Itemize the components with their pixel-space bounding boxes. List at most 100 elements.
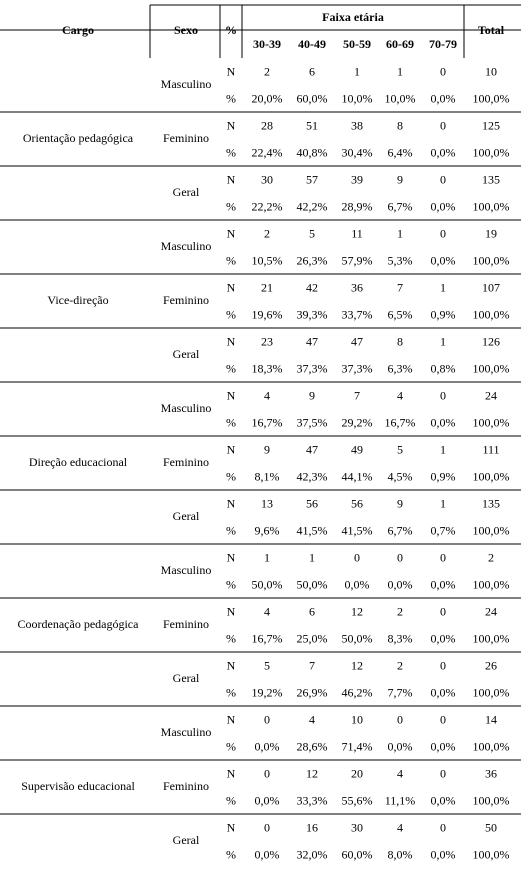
cell: 51 — [306, 118, 318, 132]
measure: N — [227, 334, 236, 348]
cell: 4 — [397, 820, 403, 834]
cell: 0,0% — [431, 793, 456, 807]
measure: N — [227, 280, 236, 294]
cell: 56 — [306, 496, 318, 510]
cell: 0,0% — [345, 577, 370, 591]
measure: % — [226, 253, 236, 267]
cell: 57 — [306, 172, 318, 186]
cell: 4 — [264, 604, 270, 618]
cell: 0,0% — [388, 577, 413, 591]
cell: 50,0% — [297, 577, 328, 591]
cell: 19,2% — [252, 685, 283, 699]
cell: 26 — [485, 658, 497, 672]
sexo: Masculino — [161, 239, 212, 253]
cell: 100,0% — [473, 847, 510, 861]
measure: N — [227, 172, 236, 186]
cell: 47 — [306, 334, 318, 348]
cell: 2 — [397, 658, 403, 672]
cell: 1 — [440, 442, 446, 456]
sexo: Geral — [173, 185, 200, 199]
cell: 8,1% — [255, 469, 280, 483]
sexo: Masculino — [161, 563, 212, 577]
cell: 12 — [306, 766, 318, 780]
cell: 30,4% — [342, 145, 373, 159]
cell: 37,3% — [297, 361, 328, 375]
measure: N — [227, 766, 236, 780]
cell: 60,0% — [297, 91, 328, 105]
measure: % — [226, 415, 236, 429]
cell: 19 — [485, 226, 497, 240]
header-sexo: Sexo — [174, 23, 198, 37]
header-age-range: 30-39 — [253, 37, 281, 51]
cell: 20,0% — [252, 91, 283, 105]
cell: 0 — [440, 658, 446, 672]
header-measure: % — [225, 23, 237, 37]
cell: 6 — [309, 604, 315, 618]
cell: 18,3% — [252, 361, 283, 375]
cell: 107 — [482, 280, 500, 294]
cell: 6,3% — [388, 361, 413, 375]
measure: % — [226, 739, 236, 753]
cell: 10,0% — [385, 91, 416, 105]
sexo: Masculino — [161, 401, 212, 415]
cell: 25,0% — [297, 631, 328, 645]
sexo: Geral — [173, 833, 200, 847]
cell: 0 — [397, 712, 403, 726]
cell: 0 — [264, 766, 270, 780]
cell: 100,0% — [473, 361, 510, 375]
cell: 100,0% — [473, 253, 510, 267]
cell: 100,0% — [473, 577, 510, 591]
cell: 5 — [309, 226, 315, 240]
cell: 11 — [351, 226, 363, 240]
cell: 0,7% — [431, 523, 456, 537]
cell: 38 — [351, 118, 363, 132]
cell: 28 — [261, 118, 273, 132]
cell: 100,0% — [473, 145, 510, 159]
measure: N — [227, 118, 236, 132]
measure: N — [227, 442, 236, 456]
sexo: Feminino — [163, 617, 209, 631]
cell: 1 — [440, 334, 446, 348]
cell: 1 — [440, 280, 446, 294]
cell: 41,5% — [342, 523, 373, 537]
cell: 0 — [440, 604, 446, 618]
cell: 4 — [397, 388, 403, 402]
cell: 0 — [440, 64, 446, 78]
cargo: Orientação pedagógica — [23, 131, 134, 145]
cell: 0,0% — [431, 91, 456, 105]
cell: 56 — [351, 496, 363, 510]
cell: 30 — [261, 172, 273, 186]
measure: N — [227, 388, 236, 402]
cell: 37,5% — [297, 415, 328, 429]
cell: 1 — [309, 550, 315, 564]
measure: % — [226, 91, 236, 105]
cell: 0,9% — [431, 469, 456, 483]
cell: 47 — [351, 334, 363, 348]
cell: 22,4% — [252, 145, 283, 159]
cell: 60,0% — [342, 847, 373, 861]
cell: 26,3% — [297, 253, 328, 267]
cell: 8 — [397, 334, 403, 348]
sexo: Masculino — [161, 77, 212, 91]
measure: % — [226, 793, 236, 807]
cell: 0 — [264, 820, 270, 834]
cell: 5 — [264, 658, 270, 672]
cell: 4 — [397, 766, 403, 780]
cell: 5,3% — [388, 253, 413, 267]
cell: 0 — [440, 172, 446, 186]
cell: 50 — [485, 820, 497, 834]
measure: N — [227, 658, 236, 672]
sexo: Masculino — [161, 725, 212, 739]
cell: 49 — [351, 442, 363, 456]
cell: 41,5% — [297, 523, 328, 537]
measure: % — [226, 199, 236, 213]
cell: 0,0% — [431, 415, 456, 429]
cell: 0 — [440, 712, 446, 726]
header-age-range: 60-69 — [386, 37, 414, 51]
cell: 16,7% — [252, 415, 283, 429]
cell: 2 — [488, 550, 494, 564]
measure: N — [227, 820, 236, 834]
cell: 10 — [351, 712, 363, 726]
cell: 0 — [264, 712, 270, 726]
cell: 0 — [440, 226, 446, 240]
